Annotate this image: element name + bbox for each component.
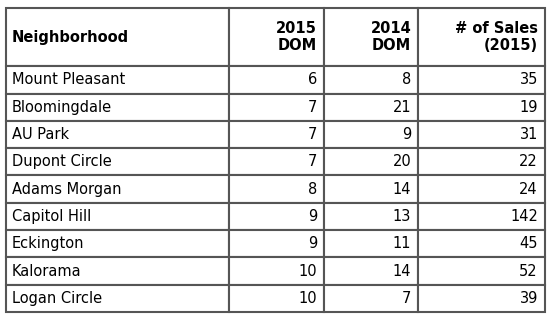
Text: 24: 24 (519, 182, 538, 197)
Bar (323, 8, 418, 66)
Bar (323, 203, 418, 230)
Bar (6, 93, 229, 121)
Text: 45: 45 (519, 236, 538, 251)
Text: # of Sales
(2015): # of Sales (2015) (455, 21, 538, 53)
Bar (6, 121, 229, 148)
Text: 10: 10 (298, 291, 317, 306)
Bar (323, 230, 418, 258)
Text: 7: 7 (307, 127, 317, 142)
Text: 11: 11 (393, 236, 411, 251)
Bar (323, 285, 418, 312)
Text: Kalorama: Kalorama (12, 263, 82, 278)
Text: 9: 9 (307, 209, 317, 224)
Bar (418, 121, 544, 148)
Text: 8: 8 (307, 182, 317, 197)
Bar (6, 285, 229, 312)
Bar (418, 258, 544, 285)
Bar (418, 285, 544, 312)
Text: 19: 19 (519, 100, 538, 115)
Bar (229, 121, 323, 148)
Bar (6, 148, 229, 175)
Text: Dupont Circle: Dupont Circle (12, 154, 112, 169)
Text: Mount Pleasant: Mount Pleasant (12, 72, 125, 87)
Bar (229, 285, 323, 312)
Text: Neighborhood: Neighborhood (12, 30, 129, 45)
Bar (418, 175, 544, 203)
Text: Adams Morgan: Adams Morgan (12, 182, 122, 197)
Text: 9: 9 (402, 127, 411, 142)
Bar (323, 258, 418, 285)
Text: 21: 21 (393, 100, 411, 115)
Text: 7: 7 (307, 100, 317, 115)
Bar (418, 230, 544, 258)
Bar (229, 66, 323, 93)
Bar (323, 175, 418, 203)
Text: 52: 52 (519, 263, 538, 278)
Bar (323, 148, 418, 175)
Bar (229, 8, 323, 66)
Bar (229, 148, 323, 175)
Text: Capitol Hill: Capitol Hill (12, 209, 91, 224)
Bar (6, 8, 229, 66)
Bar (418, 148, 544, 175)
Bar (418, 66, 544, 93)
Bar (418, 203, 544, 230)
Bar (323, 93, 418, 121)
Bar (229, 93, 323, 121)
Text: 6: 6 (307, 72, 317, 87)
Bar (6, 66, 229, 93)
Bar (229, 203, 323, 230)
Text: Eckington: Eckington (12, 236, 85, 251)
Text: Logan Circle: Logan Circle (12, 291, 102, 306)
Text: 14: 14 (393, 263, 411, 278)
Text: 142: 142 (510, 209, 538, 224)
Text: 39: 39 (520, 291, 538, 306)
Text: Bloomingdale: Bloomingdale (12, 100, 112, 115)
Text: 31: 31 (520, 127, 538, 142)
Bar (418, 93, 544, 121)
Bar (229, 230, 323, 258)
Text: 7: 7 (402, 291, 411, 306)
Bar (6, 175, 229, 203)
Bar (229, 175, 323, 203)
Text: 22: 22 (519, 154, 538, 169)
Text: 2015
DOM: 2015 DOM (276, 21, 317, 53)
Text: AU Park: AU Park (12, 127, 69, 142)
Text: 13: 13 (393, 209, 411, 224)
Bar (6, 230, 229, 258)
Text: 20: 20 (393, 154, 411, 169)
Bar (229, 258, 323, 285)
Text: 10: 10 (298, 263, 317, 278)
Text: 8: 8 (402, 72, 411, 87)
Text: 35: 35 (520, 72, 538, 87)
Bar (418, 8, 544, 66)
Text: 2014
DOM: 2014 DOM (371, 21, 411, 53)
Bar (323, 66, 418, 93)
Bar (6, 203, 229, 230)
Text: 7: 7 (307, 154, 317, 169)
Bar (323, 121, 418, 148)
Text: 9: 9 (307, 236, 317, 251)
Text: 14: 14 (393, 182, 411, 197)
Bar (6, 258, 229, 285)
